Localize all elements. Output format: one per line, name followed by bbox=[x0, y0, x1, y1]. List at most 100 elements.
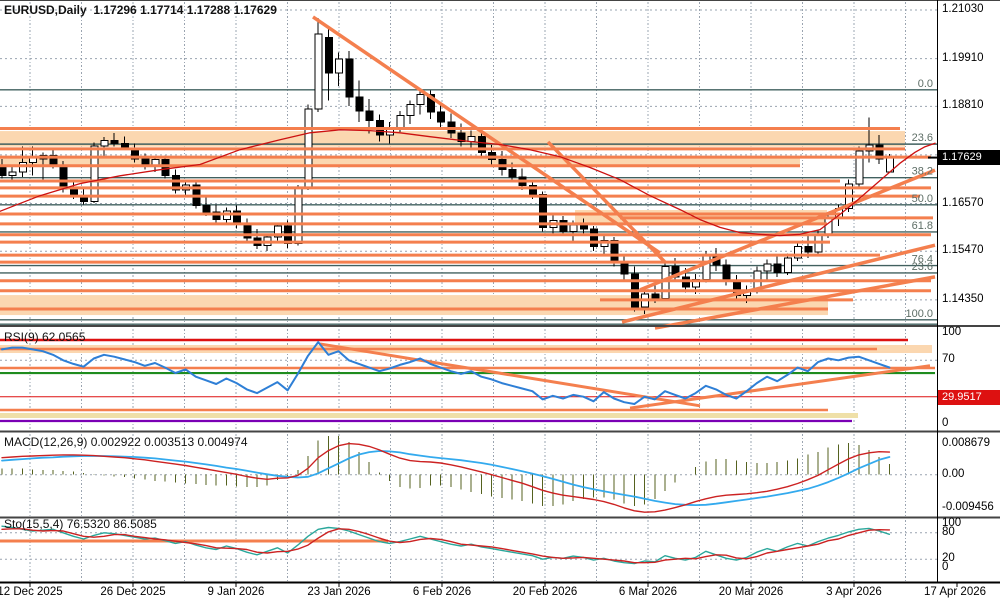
price-axis-label: 1.16570 bbox=[942, 196, 984, 209]
candle-bearish bbox=[437, 111, 446, 123]
date-axis-label: 20 Mar 2026 bbox=[718, 586, 784, 598]
candle-bearish bbox=[355, 96, 364, 112]
candle-bullish bbox=[783, 257, 792, 274]
candle-bearish bbox=[559, 219, 568, 233]
candle-bullish bbox=[794, 245, 803, 259]
date-axis-label: 23 Jan 2026 bbox=[307, 586, 371, 598]
indicator-axis-label: 80 bbox=[942, 525, 955, 538]
candle-bearish bbox=[110, 140, 119, 145]
indicator-axis-label: -0.009456 bbox=[942, 501, 994, 514]
price-axis-label: 1.15470 bbox=[942, 244, 984, 257]
candle-bearish bbox=[120, 143, 129, 149]
fib-level-label: 100.0 bbox=[905, 308, 933, 320]
candle-bullish bbox=[273, 225, 282, 238]
macd-main-line bbox=[1, 442, 891, 513]
candle-bearish bbox=[773, 263, 782, 274]
indicator-axis-label: 20 bbox=[942, 552, 955, 565]
candle-bearish bbox=[539, 193, 548, 228]
candle-bearish bbox=[590, 228, 599, 247]
rsi-trendline[interactable] bbox=[629, 364, 931, 410]
indicator-axis-label: 0 bbox=[942, 561, 949, 573]
indicator-axis-label: 0 bbox=[942, 417, 949, 429]
fib-level-label: 50.0 bbox=[912, 193, 933, 205]
candle-bearish bbox=[457, 132, 466, 142]
price-axis-label: 1.18810 bbox=[942, 99, 984, 112]
candle-bullish bbox=[335, 58, 344, 74]
rsi-trendline[interactable] bbox=[319, 342, 701, 408]
candle-bearish bbox=[722, 264, 731, 282]
candle-bearish bbox=[171, 174, 180, 191]
candle-bullish bbox=[661, 265, 670, 300]
date-axis-label: 26 Dec 2025 bbox=[100, 586, 166, 598]
support-zone bbox=[0, 157, 800, 166]
indicator-axis-label: 100 bbox=[942, 326, 962, 338]
candle-bullish bbox=[702, 254, 711, 280]
fib-level-label: 23.6 bbox=[912, 132, 933, 144]
candle-bullish bbox=[314, 33, 323, 110]
candle-bearish bbox=[161, 159, 170, 176]
trendline[interactable] bbox=[654, 275, 936, 330]
date-axis-label: 3 Apr 2026 bbox=[826, 586, 882, 598]
candle-bearish bbox=[365, 110, 374, 122]
trendline[interactable] bbox=[621, 243, 936, 324]
indicator-axis-label: 0.00 bbox=[942, 467, 965, 480]
candle-bearish bbox=[324, 36, 333, 74]
trendline[interactable] bbox=[312, 15, 661, 255]
candle-bullish bbox=[855, 150, 864, 185]
candle-bullish bbox=[569, 224, 578, 233]
trendline[interactable] bbox=[639, 168, 936, 292]
date-axis-label: 6 Mar 2026 bbox=[618, 586, 678, 598]
candle-bearish bbox=[59, 164, 68, 190]
candle-bearish bbox=[579, 224, 588, 230]
candle-bullish bbox=[416, 94, 425, 106]
price-axis-label: 1.14350 bbox=[942, 292, 984, 305]
fib-level-label: 61.8 bbox=[912, 220, 933, 232]
current-price-badge: 1.17629 bbox=[938, 150, 1000, 165]
candle-bullish bbox=[406, 104, 415, 116]
sto-d-line bbox=[1, 528, 891, 564]
candle-bullish bbox=[763, 263, 772, 272]
candle-bearish bbox=[651, 293, 660, 300]
candle-bearish bbox=[528, 185, 537, 195]
candle-bearish bbox=[80, 196, 89, 202]
fib-level-label: 38.2 bbox=[912, 166, 933, 178]
candle-bearish bbox=[0, 167, 7, 176]
candle-bearish bbox=[345, 58, 354, 98]
date-axis-label: 20 Feb 2026 bbox=[512, 586, 578, 598]
date-axis-label: 17 Apr 2026 bbox=[923, 586, 987, 598]
candle-bearish bbox=[610, 239, 619, 263]
fib-level-label: 76.4 bbox=[912, 254, 933, 266]
rsi-zone bbox=[0, 412, 858, 418]
candle-bearish bbox=[804, 245, 813, 253]
support-zone bbox=[0, 295, 828, 316]
date-axis-label: 12 Dec 2025 bbox=[0, 586, 63, 598]
price-axis-label: 1.19910 bbox=[942, 51, 984, 64]
candle-bearish bbox=[477, 135, 486, 153]
macd-indicator-label: MACD(12,26,9) 0.002922 0.003513 0.004974 bbox=[4, 435, 248, 449]
macd-signal-line bbox=[1, 450, 891, 507]
rsi-indicator-label: RSI(9) 62.0565 bbox=[4, 330, 86, 344]
candle-bullish bbox=[8, 171, 17, 176]
moving-average-line bbox=[0, 129, 936, 237]
trendline[interactable] bbox=[546, 140, 667, 264]
indicator-axis-label: 70 bbox=[942, 353, 955, 366]
candle-bullish bbox=[90, 145, 99, 202]
candle-bearish bbox=[212, 211, 221, 221]
date-axis-label: 6 Feb 2026 bbox=[412, 586, 472, 598]
fib-level-label: 0.0 bbox=[918, 78, 933, 90]
candle-bullish bbox=[467, 135, 476, 142]
date-axis-label: 9 Jan 2026 bbox=[207, 586, 265, 598]
rsi-level-badge: 29.9517 bbox=[938, 390, 1000, 405]
candle-bearish bbox=[620, 261, 629, 275]
candle-bullish bbox=[396, 114, 405, 129]
candle-bullish bbox=[100, 140, 109, 147]
candle-bearish bbox=[202, 205, 211, 213]
fib-level-label: 23.6 bbox=[912, 261, 933, 273]
sto-indicator-label: Sto(15,5,4) 76.5320 86.5085 bbox=[4, 517, 157, 531]
indicator-axis-label: 100 bbox=[942, 517, 962, 529]
candle-bearish bbox=[426, 94, 435, 113]
candle-bearish bbox=[875, 144, 884, 160]
symbol-title: EURUSD,Daily 1.17296 1.17714 1.17288 1.1… bbox=[4, 3, 277, 17]
